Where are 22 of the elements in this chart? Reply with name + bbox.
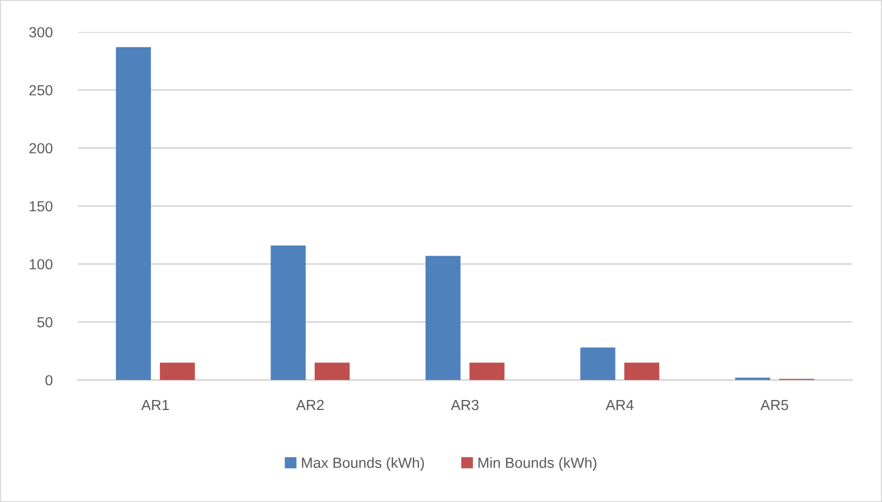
x-tick-label: AR4 [606,400,634,410]
y-tick-label: 100 [30,259,52,270]
x-tick-label: AR1 [141,400,169,410]
legend-label: Min Bounds (kWh) [478,457,596,471]
x-tick-label: AR5 [760,400,788,410]
y-tick-label: 200 [29,143,52,154]
legend-label: Max Bounds (kWh) [302,457,424,471]
y-tick-label: 50 [37,317,52,328]
y-tick-label: 300 [29,27,52,38]
bar [314,362,350,380]
bar [160,362,195,380]
y-tick-label: 0 [45,375,52,386]
bar [270,245,306,380]
bar [116,47,151,380]
x-tick-label: AR3 [450,400,479,410]
y-tick-label: 150 [30,201,52,212]
bar [580,348,616,380]
y-tick-label: 250 [29,85,52,96]
x-tick-label: AR2 [296,400,324,410]
bar [469,362,504,380]
bar [624,362,660,380]
bar [426,256,461,380]
